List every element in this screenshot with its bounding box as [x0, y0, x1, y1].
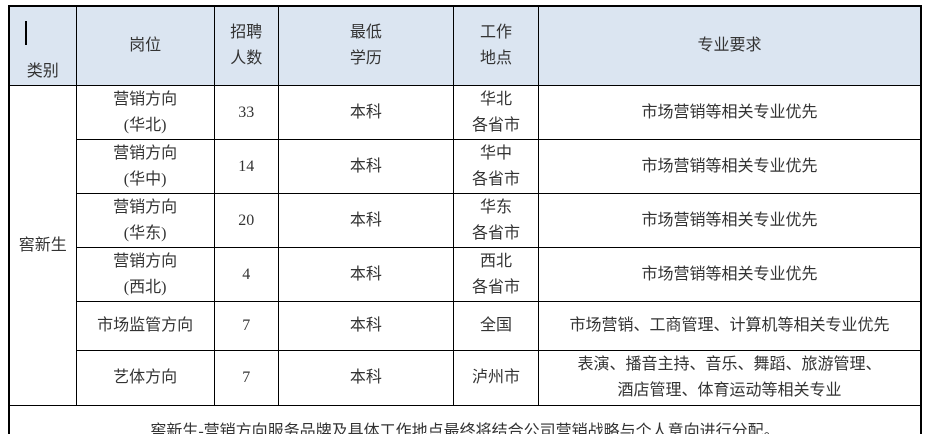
cell-education: 本科: [277, 301, 454, 351]
cell-location: 全国: [452, 301, 540, 351]
cell-headcount: 7: [213, 350, 279, 406]
cell-location: 华东 各省市: [452, 193, 540, 248]
category-group-cell: 窖新生: [8, 85, 77, 406]
header-cell-education: 最低 学历: [277, 5, 454, 86]
table-row: 窖新生 营销方向 (华北) 33 本科 华北 各省市 市场营销等相关专业优先: [8, 85, 922, 406]
cell-education: 本科: [277, 85, 454, 140]
header-label-category: 类别: [26, 63, 59, 80]
cell-requirements: 市场营销等相关专业优先: [538, 247, 922, 302]
cell-position: 市场监管方向: [75, 301, 215, 351]
table-row: 艺体方向 7 本科 泸州市 表演、播音主持、音乐、舞蹈、旅游管理、 酒店管理、体…: [9, 350, 922, 406]
cell-location: 泸州市: [452, 350, 540, 406]
table-row: 营销方向 (西北) 4 本科 西北 各省市 市场营销等相关专业优先: [9, 247, 922, 302]
header-cell-position: 岗位: [75, 5, 215, 86]
cell-education: 本科: [277, 139, 454, 194]
cell-headcount: 33: [213, 85, 279, 140]
cell-requirements: 市场营销等相关专业优先: [538, 139, 922, 194]
cell-requirements: 表演、播音主持、音乐、舞蹈、旅游管理、 酒店管理、体育运动等相关专业: [538, 350, 922, 406]
header-cell-location: 工作 地点: [452, 5, 540, 86]
text-cursor: [25, 21, 27, 45]
table-row: 市场监管方向 7 本科 全国 市场营销、工商管理、计算机等相关专业优先: [9, 301, 922, 351]
cell-headcount: 14: [213, 139, 279, 194]
cell-headcount: 7: [213, 301, 279, 351]
cell-location: 西北 各省市: [452, 247, 540, 302]
cell-requirements: 市场营销、工商管理、计算机等相关专业优先: [538, 301, 922, 351]
header-cell-requirements: 专业要求: [538, 5, 922, 86]
header-row: 类别 岗位 招聘 人数 最低 学历 工作 地点 专业要求: [8, 5, 922, 86]
cell-position: 营销方向 (华东): [75, 193, 215, 248]
cell-requirements: 市场营销等相关专业优先: [538, 85, 922, 140]
table-row: 营销方向 (华东) 20 本科 华东 各省市 市场营销等相关专业优先: [9, 193, 922, 248]
header-cell-category: 类别: [8, 5, 77, 86]
cell-position: 营销方向 (华中): [75, 139, 215, 194]
cell-headcount: 4: [213, 247, 279, 302]
recruitment-table: 类别 岗位 招聘 人数 最低 学历 工作 地点 专业要求 窖新生 营销方向 (华…: [8, 5, 922, 434]
cell-location: 华中 各省市: [452, 139, 540, 194]
cell-position: 艺体方向: [75, 350, 215, 406]
cell-education: 本科: [277, 193, 454, 248]
cell-position: 营销方向 (华北): [75, 85, 215, 140]
cell-location: 华北 各省市: [452, 85, 540, 140]
table-row: 营销方向 (华中) 14 本科 华中 各省市 市场营销等相关专业优先: [9, 139, 922, 194]
cell-requirements: 市场营销等相关专业优先: [538, 193, 922, 248]
cell-position: 营销方向 (西北): [75, 247, 215, 302]
footer-note: 窖新生-营销方向服务品牌及具体工作地点最终将结合公司营销战略与个人意向进行分配。: [8, 405, 922, 434]
cell-education: 本科: [277, 247, 454, 302]
footer-note-row: 窖新生-营销方向服务品牌及具体工作地点最终将结合公司营销战略与个人意向进行分配。: [8, 405, 922, 434]
cell-education: 本科: [277, 350, 454, 406]
cell-headcount: 20: [213, 193, 279, 248]
header-cell-headcount: 招聘 人数: [213, 5, 279, 86]
